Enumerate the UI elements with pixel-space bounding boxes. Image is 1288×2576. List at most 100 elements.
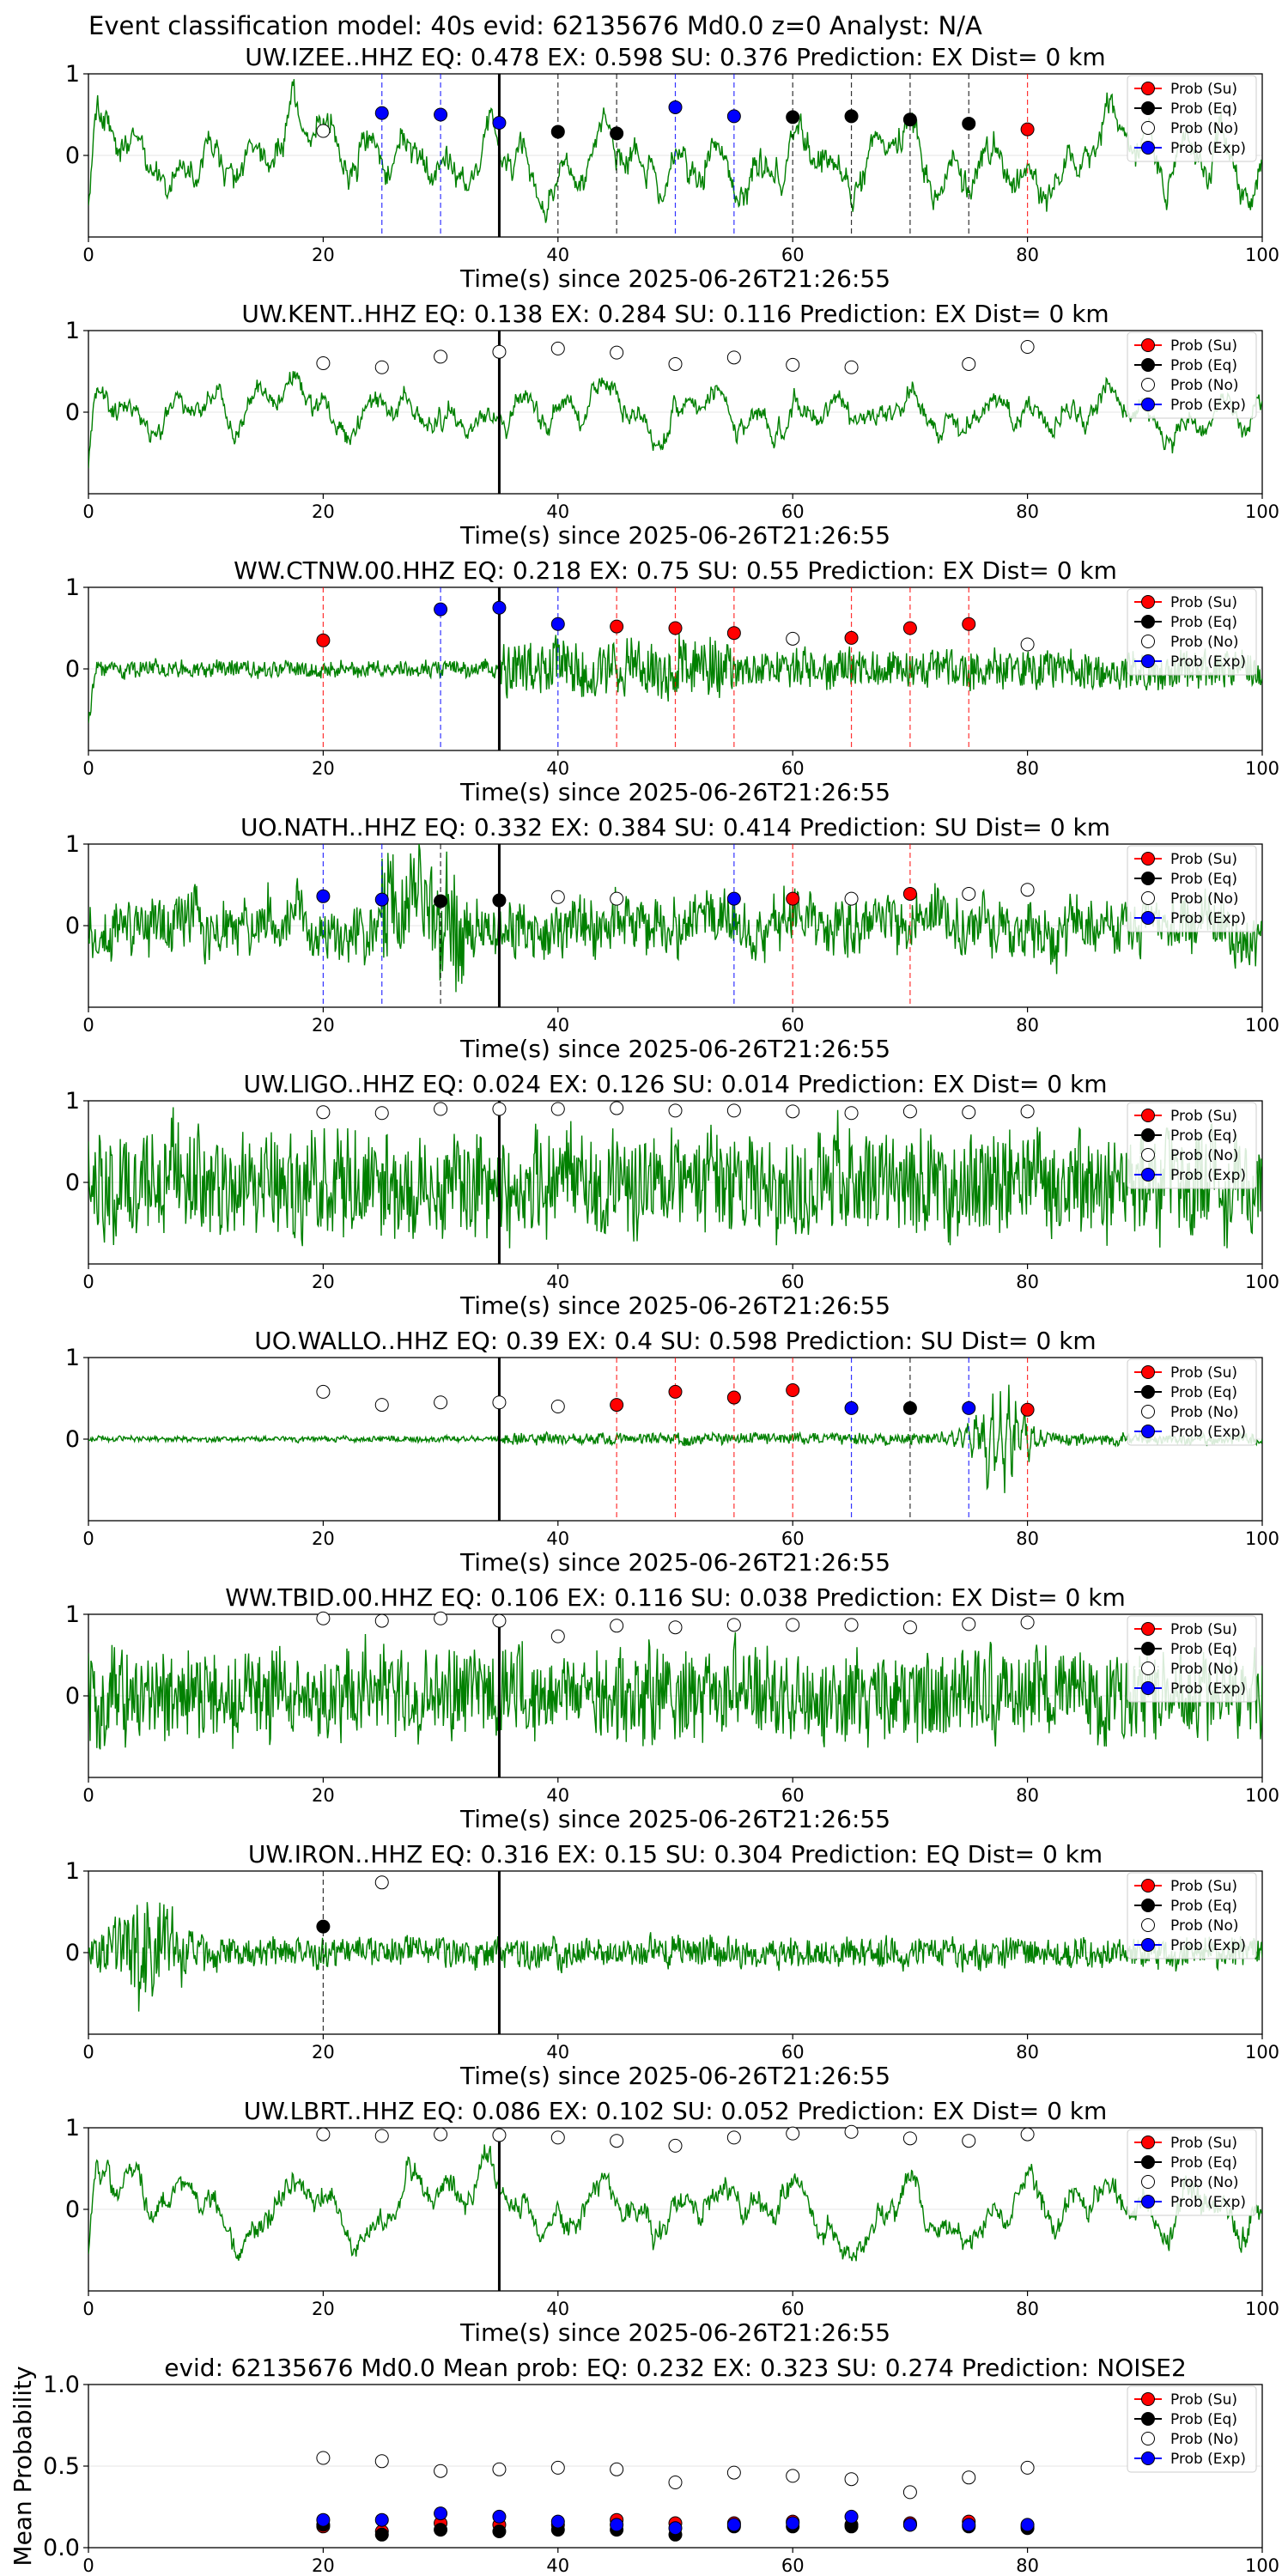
- legend-entry: Prob (Exp): [1134, 1424, 1246, 1441]
- x-axis-label: Time(s) since 2025-06-26T21:26:55: [459, 521, 890, 550]
- legend-box: [1127, 1872, 1257, 1959]
- x-tick-label: 20: [312, 2555, 335, 2576]
- prob-point-eq: [550, 125, 565, 139]
- prob-point-su: [1020, 122, 1035, 137]
- prob-point-no: [962, 356, 976, 371]
- prob-point-no: [1020, 2127, 1035, 2142]
- x-tick-label: 40: [546, 758, 569, 779]
- x-axis-label: Time(s) since 2025-06-26T21:26:55: [459, 264, 890, 293]
- prob-point-no: [316, 1611, 331, 1625]
- prob-point-exp: [550, 617, 565, 631]
- legend-marker: [1141, 2432, 1155, 2445]
- prob-point-su: [610, 1398, 624, 1413]
- waveform-trace: [88, 844, 1262, 993]
- legend-entry: Prob (Exp): [1134, 1167, 1246, 1184]
- x-tick-label: 0: [82, 758, 94, 779]
- legend-entry: Prob (Exp): [1134, 2194, 1246, 2211]
- mean-prob-point: [668, 2476, 683, 2489]
- prob-point-no: [786, 2126, 800, 2141]
- plot-area: [88, 74, 1262, 237]
- legend-label: Prob (Su): [1170, 2391, 1237, 2409]
- x-tick-label: 80: [1016, 1785, 1039, 1806]
- legend-entry: Prob (Eq): [1134, 2154, 1237, 2172]
- legend-marker: [1141, 852, 1155, 866]
- y-tick-label: 0: [65, 913, 80, 939]
- x-tick-label: 60: [781, 2299, 805, 2319]
- legend-label: Prob (Exp): [1170, 1167, 1246, 1184]
- x-tick-label: 60: [781, 2042, 805, 2063]
- mean-prob-point: [610, 2462, 624, 2476]
- prob-point-exp: [726, 891, 741, 906]
- legend-marker: [1141, 2155, 1155, 2169]
- x-tick-label: 0: [82, 2299, 94, 2319]
- legend-label: Prob (No): [1170, 2174, 1239, 2191]
- legend-marker: [1141, 1405, 1155, 1419]
- prob-point-no: [550, 1102, 565, 1116]
- legend-marker: [1141, 1938, 1155, 1952]
- x-tick-label: 40: [546, 1015, 569, 1036]
- x-tick-label: 40: [546, 501, 569, 522]
- station-panel: UW.KENT..HHZ EQ: 0.138 EX: 0.284 SU: 0.1…: [65, 300, 1279, 550]
- legend-entry: Prob (No): [1134, 377, 1239, 394]
- prob-point-no: [492, 1102, 507, 1116]
- legend-entry: Prob (No): [1134, 890, 1239, 908]
- station-panel: UW.LBRT..HHZ EQ: 0.086 EX: 0.102 SU: 0.0…: [65, 2097, 1279, 2347]
- x-tick-label: 80: [1016, 2555, 1039, 2576]
- legend-label: Prob (Eq): [1170, 1898, 1237, 1915]
- legend-label: Prob (No): [1170, 890, 1239, 908]
- x-tick-label: 80: [1016, 2299, 1039, 2319]
- prob-point-no: [902, 1104, 917, 1119]
- mean-probability-panel: evid: 62135676 Md0.0 Mean prob: EQ: 0.23…: [9, 2354, 1279, 2576]
- panel-title: UW.LIGO..HHZ EQ: 0.024 EX: 0.126 SU: 0.0…: [243, 1070, 1107, 1098]
- legend-box: [1127, 2385, 1257, 2473]
- mean-prob-point: [492, 2462, 507, 2476]
- x-tick-label: 20: [312, 1528, 335, 1549]
- x-tick-label: 80: [1016, 1272, 1039, 1292]
- legend-marker: [1141, 398, 1155, 411]
- legend-entry: Prob (Su): [1134, 1621, 1237, 1638]
- x-tick-label: 40: [546, 245, 569, 265]
- prob-point-no: [316, 1384, 331, 1399]
- legend-label: Prob (Eq): [1170, 1641, 1237, 1658]
- x-tick-label: 60: [781, 1528, 805, 1549]
- panel-title: WW.TBID.00.HHZ EQ: 0.106 EX: 0.116 SU: 0…: [225, 1583, 1126, 1612]
- x-tick-label: 100: [1245, 1272, 1279, 1292]
- mean-prob-point: [374, 2512, 389, 2527]
- prob-point-no: [434, 1611, 448, 1625]
- prob-point-no: [786, 357, 800, 372]
- prob-point-no: [374, 360, 389, 374]
- legend-label: Prob (Eq): [1170, 614, 1237, 631]
- x-tick-label: 80: [1016, 1528, 1039, 1549]
- prob-point-no: [668, 1620, 683, 1635]
- legend-marker: [1141, 2195, 1155, 2208]
- x-tick-label: 20: [312, 2299, 335, 2319]
- y-tick-label: 0: [65, 399, 80, 426]
- plot-area: [88, 2128, 1262, 2291]
- mean-prob-point: [492, 2509, 507, 2524]
- legend-label: Prob (Su): [1170, 81, 1237, 98]
- prob-point-no: [610, 2134, 624, 2148]
- y-tick-label: 0.5: [43, 2453, 80, 2480]
- x-tick-label: 0: [82, 501, 94, 522]
- legend-label: Prob (No): [1170, 1661, 1239, 1678]
- plot-area: [88, 1101, 1262, 1264]
- mean-prob-point: [726, 2518, 741, 2532]
- x-tick-label: 20: [312, 758, 335, 779]
- legend-marker: [1141, 141, 1155, 155]
- plot-area: [88, 844, 1262, 1007]
- x-tick-label: 80: [1016, 501, 1039, 522]
- y-tick-label: 1: [65, 574, 80, 601]
- y-tick-label: 1: [65, 61, 80, 88]
- legend-marker: [1141, 872, 1155, 885]
- station-panel: UW.IRON..HHZ EQ: 0.316 EX: 0.15 SU: 0.30…: [65, 1840, 1279, 2090]
- prob-point-exp: [962, 1400, 976, 1415]
- legend-entry: Prob (Eq): [1134, 1641, 1237, 1658]
- legend-box: [1127, 1358, 1257, 1446]
- legend-marker: [1141, 1365, 1155, 1379]
- legend-label: Prob (No): [1170, 1404, 1239, 1421]
- prob-point-no: [434, 2127, 448, 2142]
- mean-prob-point: [550, 2514, 565, 2529]
- plot-area: [88, 1614, 1262, 1777]
- prob-point-no: [550, 341, 565, 355]
- legend-marker: [1141, 121, 1155, 135]
